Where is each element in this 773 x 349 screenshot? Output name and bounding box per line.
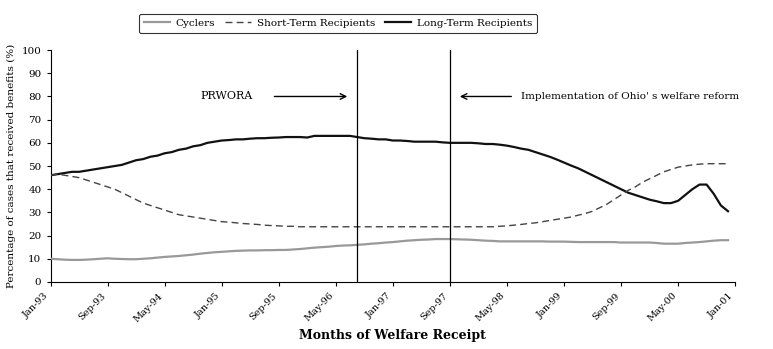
Text: Implementation of Ohio' s welfare reform: Implementation of Ohio' s welfare reform [521, 92, 739, 101]
Text: PRWORA: PRWORA [200, 91, 253, 102]
X-axis label: Months of Welfare Receipt: Months of Welfare Receipt [299, 329, 486, 342]
Y-axis label: Percentage of cases that received benefits (%): Percentage of cases that received benefi… [7, 44, 16, 288]
Legend: Cyclers, Short-Term Recipients, Long-Term Recipients: Cyclers, Short-Term Recipients, Long-Ter… [139, 14, 537, 33]
